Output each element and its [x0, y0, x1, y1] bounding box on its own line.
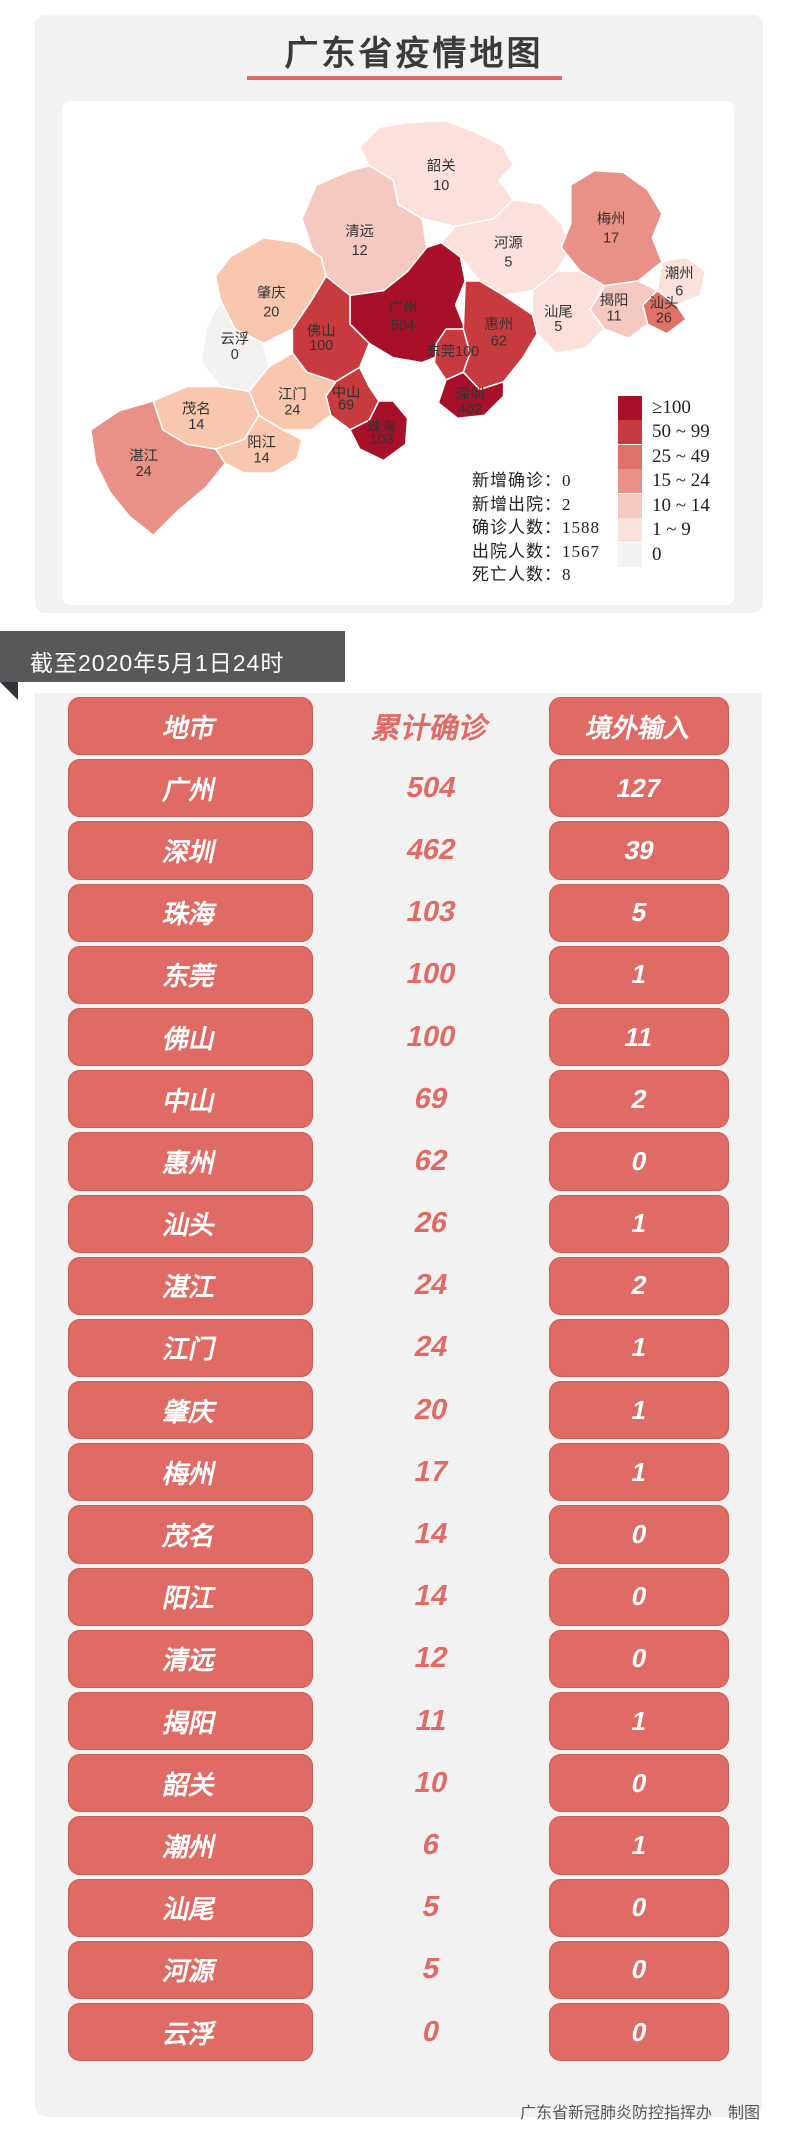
- svg-text:20: 20: [263, 305, 279, 321]
- svg-text:云浮: 云浮: [220, 330, 249, 347]
- svg-text:深圳: 深圳: [456, 386, 485, 403]
- svg-text:汕头: 汕头: [650, 295, 679, 312]
- svg-text:清远: 清远: [345, 223, 374, 240]
- svg-text:江门: 江门: [278, 386, 307, 403]
- svg-text:14: 14: [254, 450, 270, 466]
- svg-text:0: 0: [231, 347, 239, 363]
- svg-text:肇庆: 肇庆: [257, 284, 286, 301]
- svg-text:14: 14: [188, 417, 204, 433]
- svg-text:462: 462: [458, 401, 482, 417]
- svg-text:汕尾: 汕尾: [544, 304, 573, 321]
- svg-text:韶关: 韶关: [427, 158, 456, 175]
- svg-text:10: 10: [433, 178, 449, 194]
- svg-text:504: 504: [391, 318, 415, 334]
- svg-text:湛江: 湛江: [129, 448, 158, 465]
- svg-text:100: 100: [309, 338, 333, 354]
- svg-text:11: 11: [607, 308, 622, 324]
- svg-text:广州: 广州: [388, 300, 417, 317]
- svg-text:揭阳: 揭阳: [600, 292, 629, 309]
- svg-text:东莞100: 东莞100: [426, 343, 479, 360]
- svg-text:茂名: 茂名: [182, 400, 211, 417]
- svg-text:103: 103: [370, 432, 394, 448]
- svg-text:惠州: 惠州: [484, 316, 513, 333]
- svg-text:69: 69: [338, 398, 354, 414]
- svg-text:河源: 河源: [494, 234, 523, 251]
- svg-text:17: 17: [603, 231, 619, 247]
- svg-text:12: 12: [352, 243, 368, 259]
- svg-text:佛山: 佛山: [307, 323, 336, 340]
- svg-text:62: 62: [491, 333, 507, 349]
- svg-text:5: 5: [554, 319, 562, 335]
- svg-text:5: 5: [504, 255, 512, 271]
- svg-text:梅州: 梅州: [597, 210, 626, 227]
- svg-text:26: 26: [656, 310, 672, 326]
- svg-text:潮州: 潮州: [665, 265, 694, 282]
- svg-text:阳江: 阳江: [247, 434, 276, 451]
- svg-text:24: 24: [136, 464, 152, 480]
- svg-text:24: 24: [284, 402, 300, 418]
